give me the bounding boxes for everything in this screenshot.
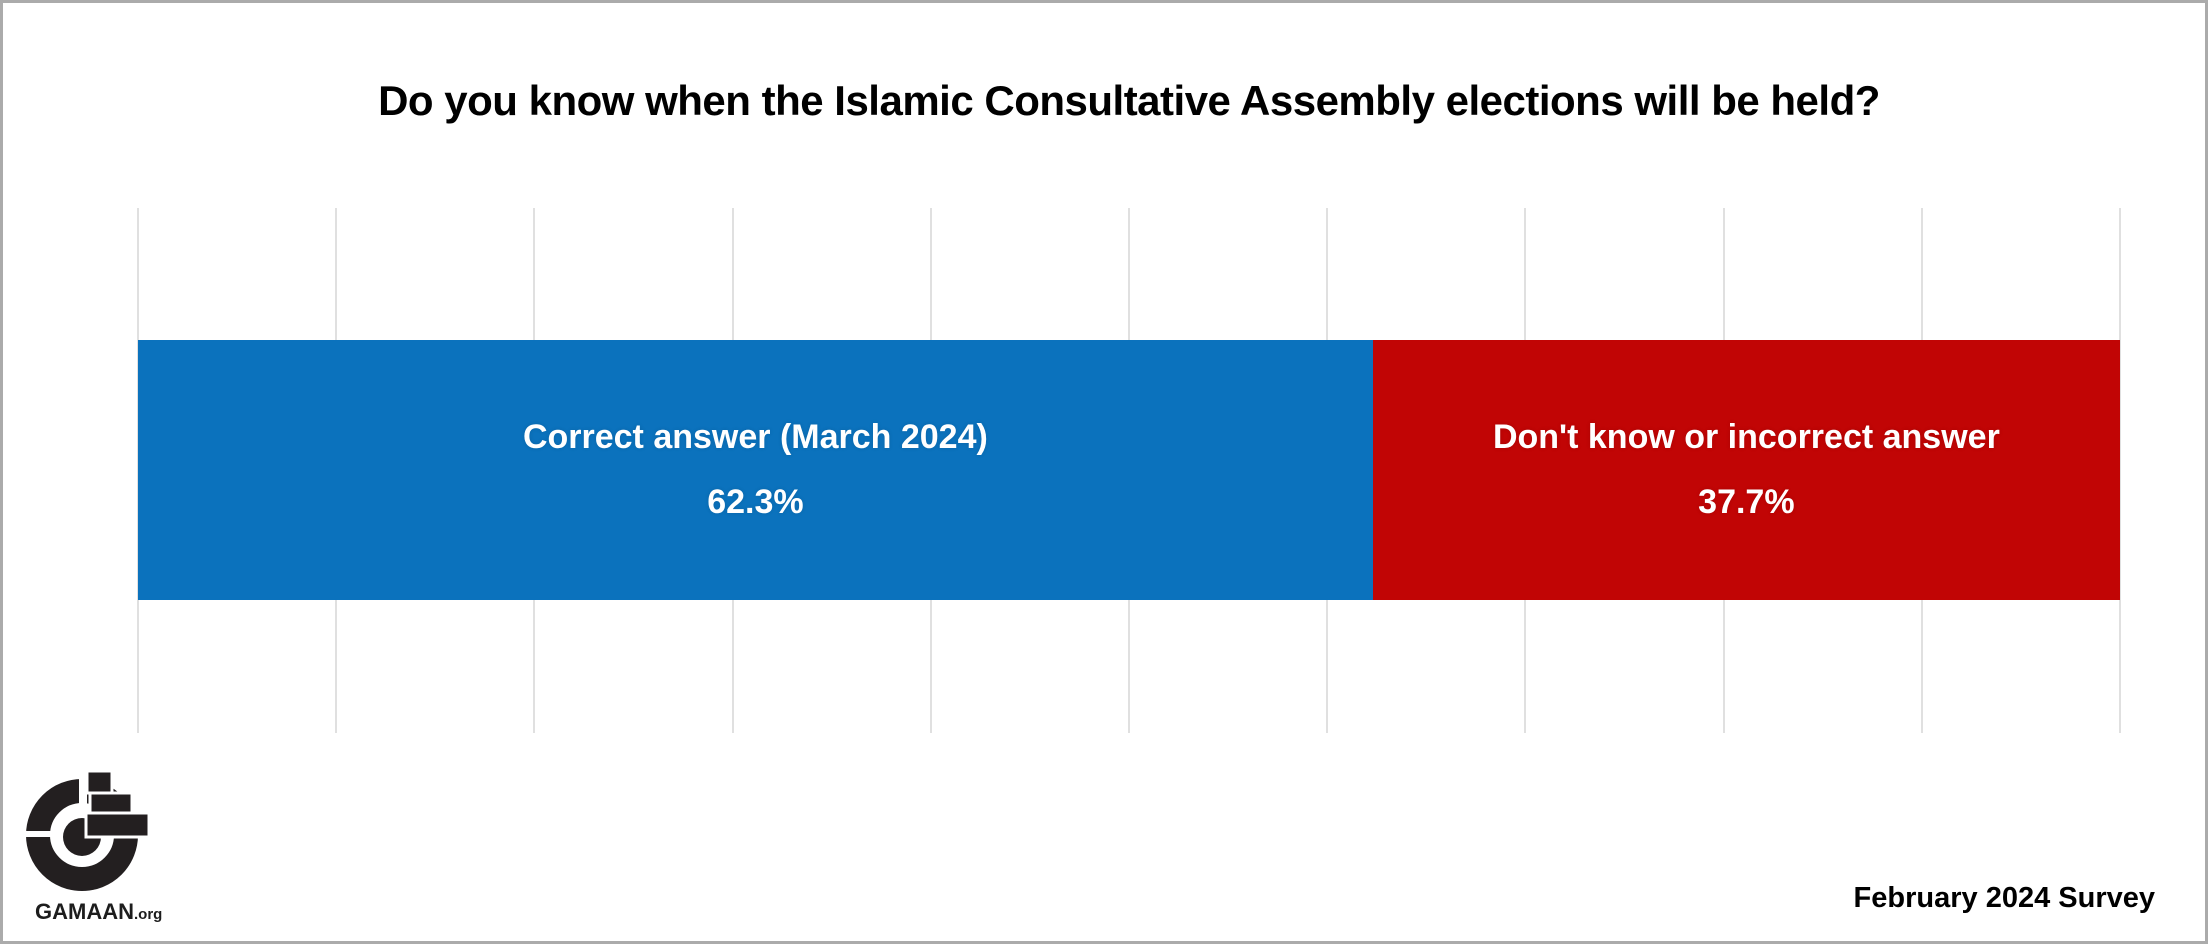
logo-name: GAMAAN — [35, 899, 134, 924]
plot-area: Correct answer (March 2024) 62.3% Don't … — [137, 208, 2121, 733]
segment-label: Don't know or incorrect answer — [1492, 418, 2000, 456]
stacked-bar: Correct answer (March 2024) 62.3% Don't … — [138, 340, 2120, 600]
survey-note: February 2024 Survey — [1853, 882, 2155, 914]
gamaan-logo-text: GAMAAN.org — [25, 899, 175, 925]
logo-suffix: .org — [134, 906, 163, 923]
segment-value: 62.3% — [707, 483, 804, 521]
segment-value: 37.7% — [1698, 483, 1795, 521]
gridline — [2119, 208, 2121, 733]
bar-segment-correct-answer[interactable]: Correct answer (March 2024) 62.3% — [138, 340, 1373, 600]
segment-label: Correct answer (March 2024) — [522, 418, 988, 456]
bar-segment-dont-know[interactable]: Don't know or incorrect answer 37.7% — [1372, 340, 2120, 600]
chart-title: Do you know when the Islamic Consultativ… — [378, 77, 1880, 124]
gamaan-g-icon — [25, 769, 151, 891]
gamaan-logo[interactable]: GAMAAN.org — [25, 765, 175, 925]
